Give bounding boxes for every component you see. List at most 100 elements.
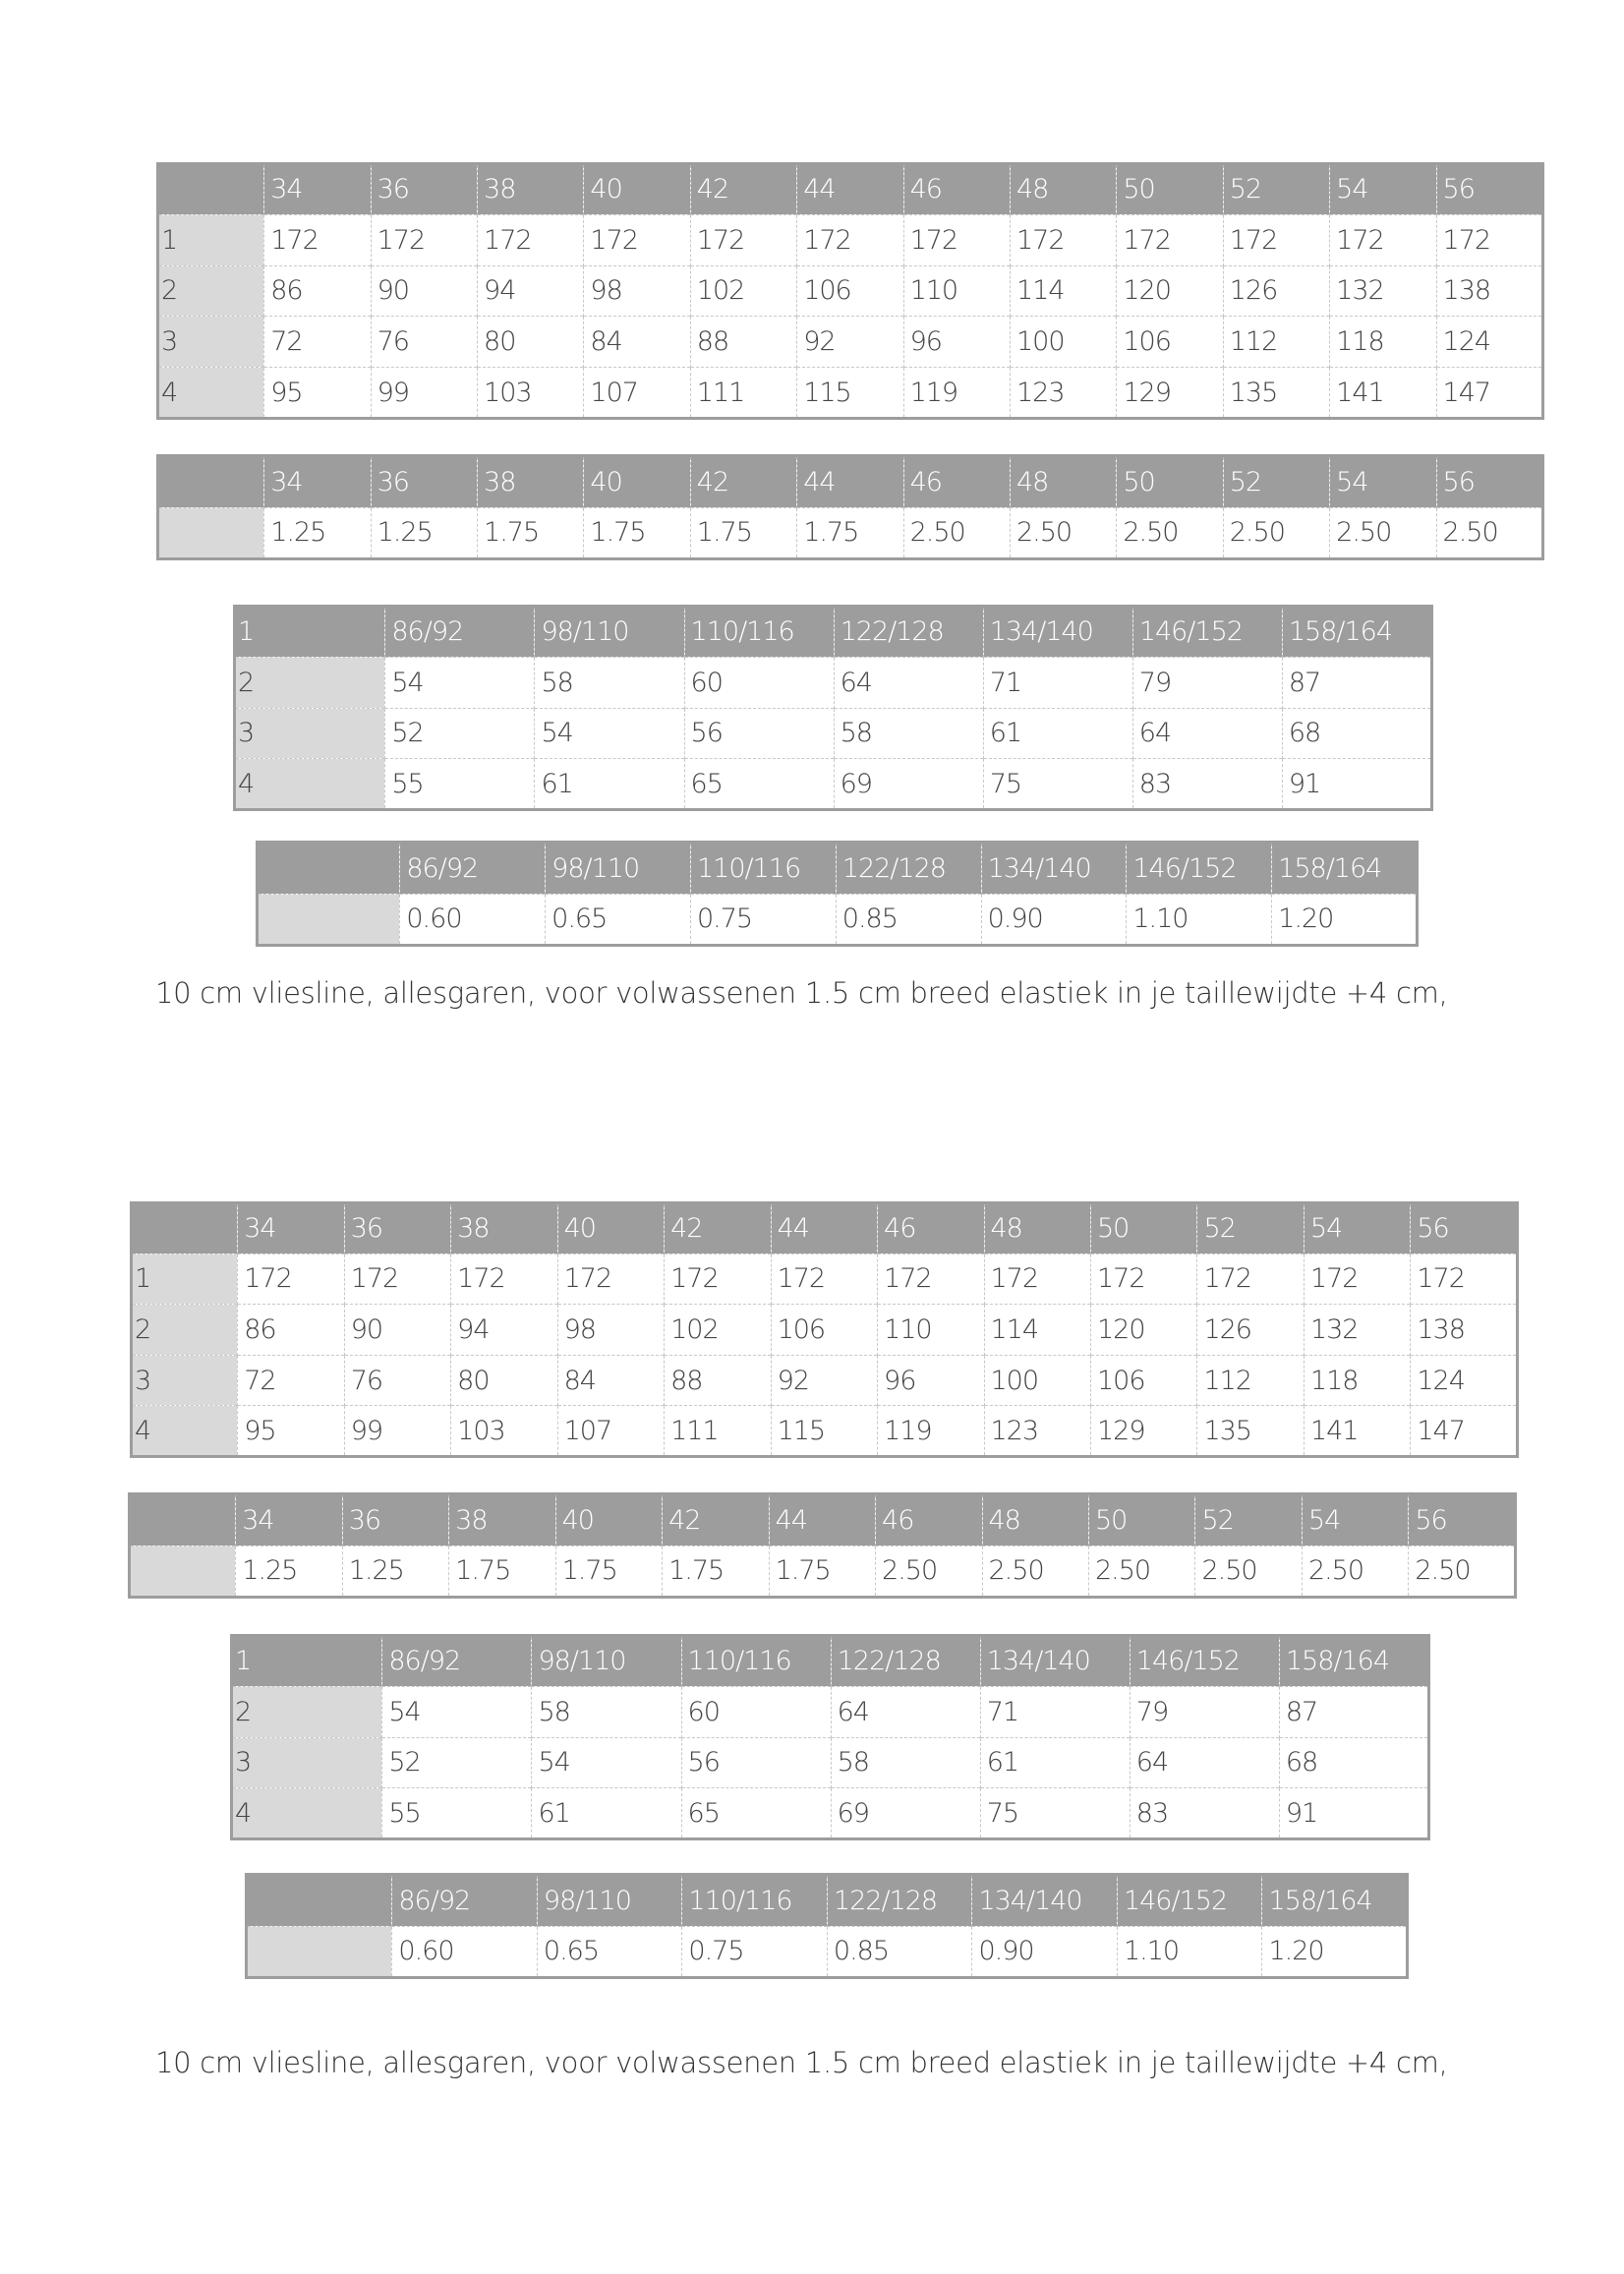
header-row: 1 86/92 98/110 110/116 122/128 134/140 146/152…	[233, 606, 1432, 658]
value-cell: 99	[370, 367, 478, 419]
value-cell: 172	[983, 1253, 1091, 1305]
value-cell: 1.75	[554, 1545, 663, 1598]
value-cell: 106	[770, 1304, 878, 1356]
value-cell: 75	[979, 1787, 1131, 1839]
header-row: 34 36 38 40 42 44 46 48 50 52 54 56	[156, 163, 1543, 215]
value-cell: 172	[343, 1253, 451, 1305]
kids-table-table: 1 86/92 98/110 110/116 122/128 134/140 146/152…	[230, 1634, 1430, 1840]
value-cell: 2.50	[1087, 1545, 1195, 1598]
value-cell: 61	[979, 1736, 1131, 1788]
size-header-cell: 98/110	[536, 1874, 682, 1926]
size-header-cell: 34	[235, 1493, 343, 1545]
value-cell: 2.50	[1194, 1545, 1303, 1598]
table-row: 1 172 172 172 172 172 172 172 172 172 172 172 172	[131, 1253, 1518, 1305]
value-cell: 80	[450, 1354, 558, 1406]
value-cell: 172	[450, 1253, 558, 1305]
header-corner-cell	[130, 1202, 238, 1254]
value-cell: 86	[263, 264, 372, 317]
row-label-cell: 2	[131, 1304, 238, 1356]
size-header-cell: 56	[1410, 1202, 1518, 1254]
row-label-cell: 1	[131, 1253, 238, 1305]
size-header-cell: 146/152	[1126, 842, 1272, 894]
value-cell: 112	[1196, 1354, 1305, 1406]
header-row: 34 36 38 40 42 44 46 48 50 52 54 56	[128, 1493, 1516, 1545]
value-cell: 1.20	[1271, 893, 1418, 946]
size-header-cell: 122/128	[830, 1635, 981, 1687]
size-header-cell: 158/164	[1261, 1874, 1408, 1926]
value-cell: 69	[833, 758, 984, 810]
size-header-cell: 46	[902, 163, 1011, 215]
value-cell: 172	[237, 1253, 345, 1305]
size-header-cell: 54	[1301, 1493, 1409, 1545]
value-cell: 106	[1089, 1354, 1197, 1406]
value-cell: 79	[1129, 1685, 1280, 1737]
value-cell: 1.10	[1116, 1925, 1262, 1978]
value-cell: 112	[1222, 316, 1330, 368]
size-header-cell: 98/110	[545, 842, 691, 894]
value-cell: 99	[343, 1405, 451, 1457]
size-header-cell: 52	[1194, 1493, 1303, 1545]
value-cell: 1.75	[689, 506, 797, 559]
value-cell: 64	[1131, 707, 1283, 759]
size-header-cell: 52	[1222, 163, 1330, 215]
size-header-cell: 34	[237, 1202, 345, 1254]
value-cell: 65	[680, 1787, 832, 1839]
size-header-cell: 122/128	[833, 606, 984, 658]
size-header-cell: 98/110	[534, 606, 685, 658]
value-cell: 119	[877, 1405, 984, 1457]
value-cell: 120	[1089, 1304, 1197, 1356]
table-row: 4 95 99 103 107 111 115 119 123 129 135 141 147	[157, 367, 1543, 419]
value-cell: 102	[689, 264, 797, 317]
size-header-cell: 52	[1196, 1202, 1305, 1254]
value-cell: 91	[1278, 1787, 1429, 1839]
size-header-cell: 38	[448, 1493, 556, 1545]
value-cell: 132	[1329, 264, 1437, 317]
adult-table-table: 34 36 38 40 42 44 46 48 50 52 54 56 1 172 172 172 172 172…	[156, 162, 1544, 420]
value-cell: 56	[680, 1736, 832, 1788]
size-header-cell: 46	[902, 455, 1011, 507]
table-row: 4 55 61 65 69 75 83 91	[231, 1787, 1429, 1839]
value-cell: 126	[1196, 1304, 1305, 1356]
row-label-cell	[129, 1545, 236, 1598]
value-cell: 83	[1129, 1787, 1280, 1839]
value-cell: 2.50	[875, 1545, 982, 1598]
row-label-cell: 3	[157, 316, 264, 368]
value-cell: 0.90	[980, 893, 1127, 946]
value-cell: 76	[343, 1354, 451, 1406]
value-cell: 124	[1435, 316, 1543, 368]
table-row: 3 52 54 56 58 61 64 68	[234, 707, 1432, 759]
value-cell: 114	[983, 1304, 1091, 1356]
size-header-cell: 44	[768, 1493, 876, 1545]
value-cell: 123	[1009, 367, 1117, 419]
value-cell: 94	[450, 1304, 558, 1356]
size-header-cell: 98/110	[531, 1635, 682, 1687]
value-cell: 147	[1410, 1405, 1518, 1457]
value-cell: 115	[796, 367, 904, 419]
value-cell: 1.25	[235, 1545, 343, 1598]
size-header-cell: 48	[983, 1202, 1091, 1254]
value-cell: 88	[689, 316, 797, 368]
row-label-cell: 4	[131, 1405, 238, 1457]
size-header-cell: 134/140	[982, 606, 1133, 658]
value-cell: 135	[1196, 1405, 1305, 1457]
value-cell: 132	[1303, 1304, 1411, 1356]
size-header-cell: 122/128	[835, 842, 982, 894]
row-label-cell: 4	[157, 367, 264, 419]
value-cell: 87	[1278, 1685, 1429, 1737]
value-cell: 58	[833, 707, 984, 759]
row-label-cell	[246, 1925, 392, 1978]
value-cell: 172	[902, 213, 1011, 266]
value-cell: 2.50	[1329, 506, 1437, 559]
size-header-cell: 42	[689, 163, 797, 215]
value-cell: 106	[1116, 316, 1224, 368]
value-cell: 58	[531, 1685, 682, 1737]
size-header-cell: 42	[689, 455, 797, 507]
value-cell: 79	[1131, 656, 1283, 708]
value-cell: 118	[1329, 316, 1437, 368]
materials-note: 10 cm vliesline, allesgaren, voor volwas…	[155, 2046, 1448, 2079]
value-cell: 1.75	[662, 1545, 770, 1598]
table-row: 2 54 58 60 64 71 79 87	[234, 656, 1432, 708]
row-label-cell: 4	[231, 1787, 382, 1839]
materials-note: 10 cm vliesline, allesgaren, voor volwas…	[155, 976, 1448, 1010]
size-header-cell: 50	[1089, 1202, 1197, 1254]
